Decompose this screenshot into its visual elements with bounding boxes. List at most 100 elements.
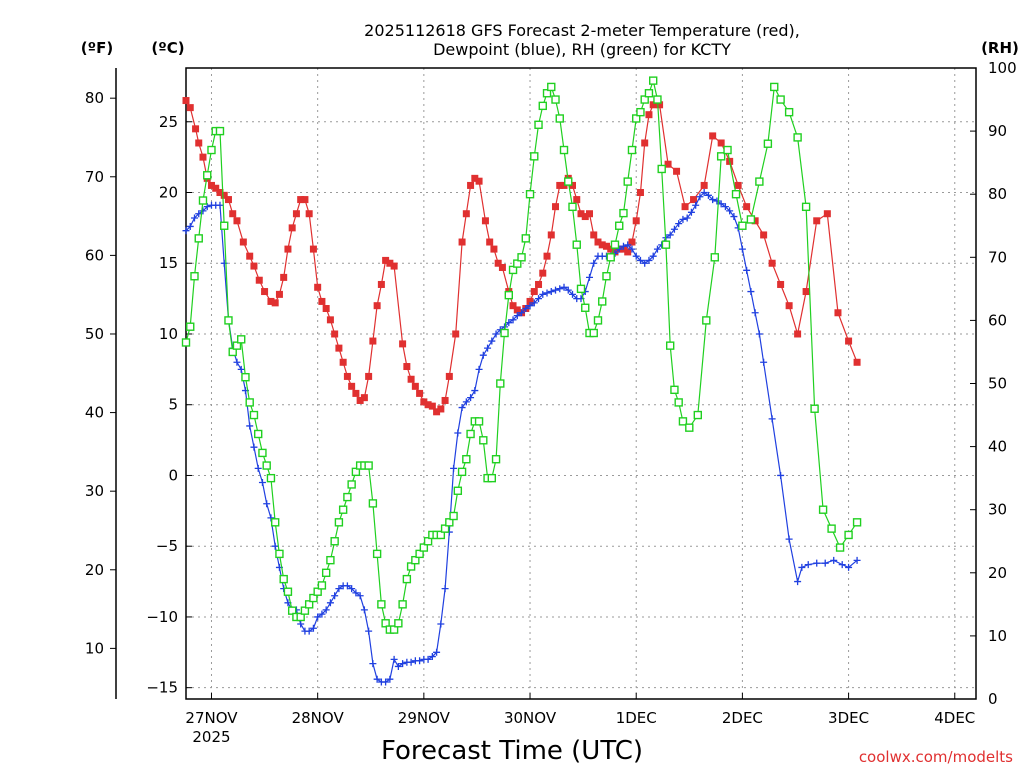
temperature-point bbox=[681, 203, 689, 211]
temperature-point bbox=[318, 297, 326, 305]
temperature-point bbox=[535, 280, 543, 288]
temperature-point bbox=[802, 288, 810, 296]
dewpoint-point bbox=[458, 404, 466, 412]
credit-link[interactable]: coolwx.com/modelts bbox=[859, 748, 1013, 766]
dewpoint-point bbox=[348, 585, 356, 593]
rh-point bbox=[296, 612, 305, 622]
rh-point bbox=[723, 145, 732, 155]
dewpoint-point bbox=[830, 556, 838, 564]
dewpoint-point bbox=[743, 266, 751, 274]
dewpoint-point bbox=[271, 542, 279, 550]
dewpoint-point bbox=[437, 620, 445, 628]
temperature-point bbox=[220, 191, 228, 199]
temperature-point bbox=[585, 210, 593, 218]
dewpoint-point bbox=[399, 660, 407, 668]
rh-point bbox=[207, 145, 216, 155]
temperature-point bbox=[360, 394, 368, 402]
rh-point bbox=[266, 473, 276, 483]
rh-point bbox=[190, 272, 199, 281]
rh-point bbox=[538, 101, 547, 111]
rh-point bbox=[517, 253, 526, 262]
dewpoint-point bbox=[709, 196, 717, 204]
dewpoint-point bbox=[853, 556, 861, 564]
temperature-point bbox=[481, 217, 489, 225]
rh-point bbox=[224, 316, 233, 325]
temperature-point bbox=[649, 101, 657, 109]
temperature-point bbox=[598, 241, 606, 249]
temperature-point bbox=[656, 101, 664, 109]
dewpoint-point bbox=[382, 678, 390, 686]
temperature-point bbox=[390, 262, 398, 270]
rh-point bbox=[394, 619, 403, 628]
dewpoint-point bbox=[335, 585, 343, 593]
rh-tick-label: 10 bbox=[988, 627, 1007, 645]
temperature-point bbox=[182, 97, 190, 105]
celsius-tick-label: 0 bbox=[168, 466, 178, 484]
temperature-point bbox=[539, 269, 547, 277]
temperature-point bbox=[424, 401, 432, 409]
rh-point bbox=[423, 537, 433, 546]
temperature-point bbox=[513, 306, 521, 314]
rh-point bbox=[644, 89, 654, 98]
dewpoint-point bbox=[199, 207, 207, 215]
celsius-tick-label: −5 bbox=[156, 537, 178, 555]
temperature-point bbox=[581, 213, 589, 221]
fahrenheit-tick-label: 10 bbox=[85, 639, 104, 657]
rh-point bbox=[449, 511, 458, 521]
dewpoint-point bbox=[467, 394, 475, 402]
dewpoint-point bbox=[250, 443, 258, 451]
dewpoint-point bbox=[530, 299, 538, 307]
dewpoint-point bbox=[331, 592, 339, 600]
fahrenheit-tick-label: 60 bbox=[85, 246, 104, 264]
rh-point bbox=[262, 461, 271, 470]
dewpoint-point bbox=[755, 330, 763, 338]
temperature-point bbox=[305, 210, 313, 218]
temperature-point bbox=[853, 358, 861, 366]
rh-point bbox=[304, 600, 314, 609]
rh-point bbox=[279, 574, 288, 584]
temperature-point bbox=[288, 224, 296, 232]
rh-point bbox=[249, 410, 259, 420]
dewpoint-point bbox=[683, 214, 691, 222]
dewpoint-point bbox=[216, 201, 224, 209]
dewpoint-point bbox=[675, 220, 683, 228]
rh-point bbox=[453, 486, 463, 495]
x-tick-sublabel: 2025 bbox=[192, 728, 230, 746]
rh-tick-label: 60 bbox=[988, 311, 1007, 329]
dewpoint-point bbox=[760, 358, 768, 366]
temperature-point bbox=[471, 174, 479, 182]
rh-point bbox=[801, 202, 811, 212]
fahrenheit-tick-label: 80 bbox=[85, 89, 104, 107]
temperature-point bbox=[437, 405, 445, 413]
rh-point bbox=[419, 543, 429, 552]
rh-point bbox=[186, 322, 195, 331]
dewpoint-point bbox=[845, 563, 853, 571]
temperature-point bbox=[352, 389, 360, 397]
temperature-point bbox=[343, 372, 351, 380]
dewpoint-point bbox=[785, 535, 793, 543]
temperature-point bbox=[246, 252, 254, 260]
temperature-point bbox=[407, 375, 415, 383]
dewpoint-point bbox=[535, 295, 543, 303]
temperature-point bbox=[569, 181, 577, 189]
rh-point bbox=[674, 398, 683, 407]
rh-point bbox=[513, 259, 522, 268]
dewpoint-point bbox=[560, 283, 568, 291]
temperature-point bbox=[556, 181, 564, 189]
fahrenheit-tick-label: 70 bbox=[85, 168, 104, 186]
rh-point bbox=[406, 562, 416, 571]
rh-point bbox=[670, 385, 679, 395]
celsius-unit-label: (ºC) bbox=[151, 39, 184, 57]
rh-point bbox=[559, 145, 569, 155]
dewpoint-point bbox=[433, 648, 441, 656]
rh-point bbox=[665, 341, 675, 350]
temperature-point bbox=[462, 210, 470, 218]
dewpoint-point bbox=[628, 245, 636, 253]
temperature-point bbox=[813, 217, 821, 225]
series-dewpoint bbox=[182, 189, 861, 686]
rh-point bbox=[534, 120, 543, 129]
dewpoint-point bbox=[721, 203, 729, 211]
dewpoint-point bbox=[726, 207, 734, 215]
x-tick-label: 27NOV bbox=[185, 709, 238, 727]
temperature-point bbox=[673, 167, 681, 175]
